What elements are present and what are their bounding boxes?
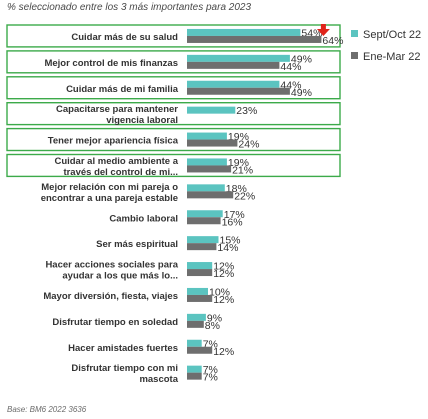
highlight-box <box>6 76 341 100</box>
down-arrow-icon <box>316 23 330 36</box>
data-label-ene-mar-22: 8% <box>205 320 220 332</box>
bar-sept-oct-22 <box>187 365 202 373</box>
data-label-sept-oct-22: 10% <box>209 286 230 298</box>
category-label: Disfrutar tiempo en soledad <box>52 317 178 328</box>
bar-ene-mar-22 <box>187 243 217 251</box>
bar-ene-mar-22 <box>187 191 234 199</box>
highlight-box <box>6 24 341 48</box>
category-label: ayudar a los que más lo... <box>62 271 178 282</box>
highlight-box <box>6 153 341 178</box>
category-label: Cambio laboral <box>109 213 178 224</box>
bar-sept-oct-22 <box>187 184 225 192</box>
category-label: Mejor control de mis finanzas <box>44 58 178 69</box>
legend-label: Ene-Mar 22 <box>363 51 420 63</box>
category-label: Cuidar al medio ambiente a <box>54 156 178 167</box>
bar-ene-mar-22 <box>187 372 202 380</box>
category-label: Tener mejor apariencia física <box>48 136 179 147</box>
bar-sept-oct-22 <box>187 158 227 166</box>
data-label-ene-mar-22: 7% <box>203 372 218 384</box>
bar-ene-mar-22 <box>187 139 238 147</box>
bar-sept-oct-22 <box>187 313 206 321</box>
bar-sept-oct-22 <box>187 339 202 347</box>
data-label-sept-oct-22: 9% <box>207 312 222 324</box>
bar-ene-mar-22 <box>187 165 232 173</box>
bar-ene-mar-22 <box>187 61 280 69</box>
category-label: vigencia laboral <box>106 115 178 126</box>
legend-label: Sept/Oct 22 <box>363 29 421 41</box>
legend-swatch <box>351 52 358 59</box>
data-label-ene-mar-22: 12% <box>213 268 234 280</box>
bar-sept-oct-22 <box>187 106 236 114</box>
category-label: Mejor relación con mi pareja o <box>41 182 178 193</box>
chart-plot: Cuidar más de su salud 54%64%Mejor contro… <box>6 23 421 385</box>
category-label: Hacer amistades fuertes <box>68 343 178 354</box>
bar-sept-oct-22 <box>187 262 213 270</box>
bar-ene-mar-22 <box>187 269 213 277</box>
bar-sept-oct-22 <box>187 54 290 62</box>
data-label-ene-mar-22: 24% <box>238 139 259 151</box>
category-label: Capacitarse para mantener <box>56 104 178 115</box>
bar-sept-oct-22 <box>187 132 227 140</box>
data-label-sept-oct-22: 12% <box>213 261 234 273</box>
category-label: Hacer acciones sociales para <box>45 260 178 271</box>
bar-sept-oct-22 <box>187 236 219 244</box>
bar-sept-oct-22 <box>187 287 208 295</box>
data-label-sept-oct-22: 17% <box>224 209 245 221</box>
category-label: Mayor diversión, fiesta, viajes <box>43 291 178 302</box>
data-label-sept-oct-22: 49% <box>291 53 312 65</box>
bar-ene-mar-22 <box>187 35 322 43</box>
bar-sept-oct-22 <box>187 28 301 36</box>
source-note: Base: BM6 2022 3636 <box>7 405 87 414</box>
data-label-ene-mar-22: 12% <box>213 346 234 358</box>
category-label: encontrar a una pareja estable <box>41 193 178 204</box>
chart-subtitle: % seleccionado entre los 3 más important… <box>7 2 252 13</box>
data-label-sept-oct-22: 19% <box>228 157 249 169</box>
category-label: Ser más espiritual <box>96 239 178 250</box>
data-label-ene-mar-22: 16% <box>222 216 243 228</box>
data-label-sept-oct-22: 15% <box>220 235 241 247</box>
bar-ene-mar-22 <box>187 346 213 354</box>
data-label-ene-mar-22: 21% <box>232 164 253 176</box>
data-label-sept-oct-22: 23% <box>236 105 257 117</box>
category-label: Disfrutar tiempo con mi <box>71 363 178 374</box>
data-label-sept-oct-22: 7% <box>203 364 218 376</box>
category-label: Cuidar más de mi familia <box>66 84 179 95</box>
data-label-ene-mar-22: 22% <box>234 190 255 202</box>
data-label-ene-mar-22: 14% <box>217 242 238 254</box>
bar-ene-mar-22 <box>187 320 204 328</box>
bar-ene-mar-22 <box>187 294 213 302</box>
category-label: Cuidar más de su salud <box>71 32 178 43</box>
highlight-box <box>6 50 341 74</box>
bar-sept-oct-22 <box>187 80 280 88</box>
bar-ene-mar-22 <box>187 217 221 225</box>
highlight-box <box>6 127 341 152</box>
category-label: mascota <box>139 374 178 385</box>
data-label-ene-mar-22: 64% <box>322 35 343 47</box>
data-label-ene-mar-22: 44% <box>280 61 301 73</box>
data-label-ene-mar-22: 49% <box>291 87 312 99</box>
legend-swatch <box>351 30 358 37</box>
category-label: través del control de mi... <box>63 167 178 178</box>
data-label-ene-mar-22: 12% <box>213 294 234 306</box>
highlight-box <box>6 101 341 126</box>
bar-ene-mar-22 <box>187 87 290 95</box>
bar-sept-oct-22 <box>187 210 223 218</box>
